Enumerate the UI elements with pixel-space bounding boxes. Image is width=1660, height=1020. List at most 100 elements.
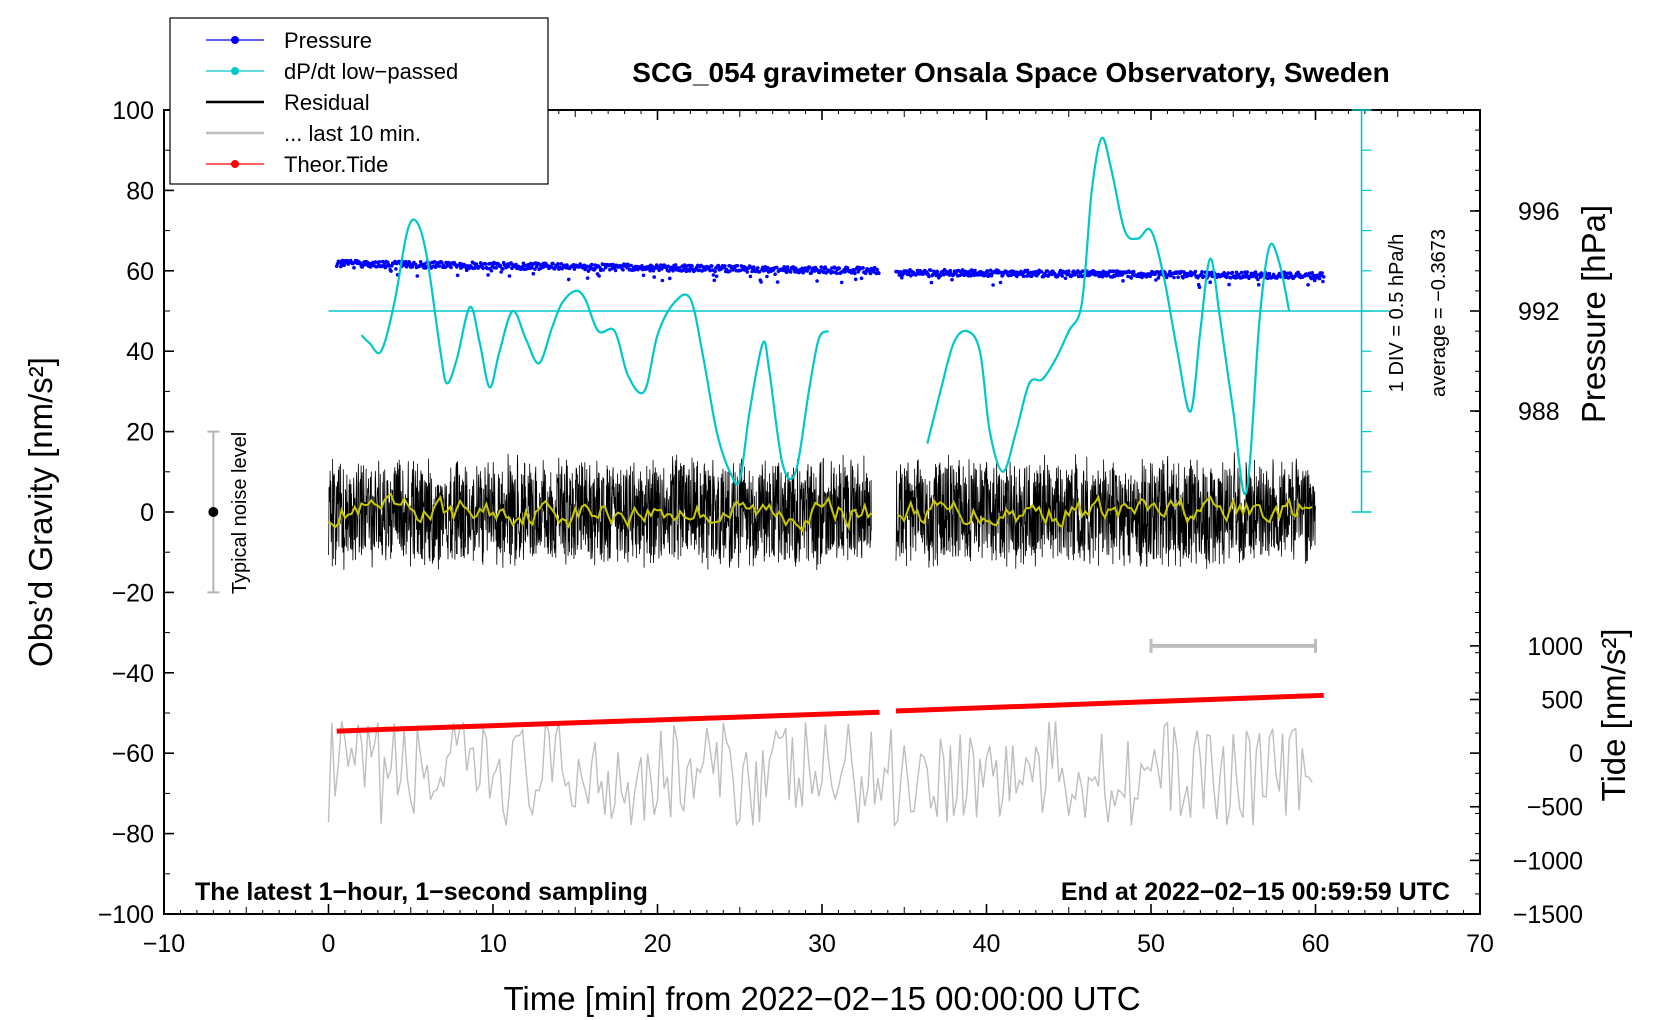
- x-tick-label: 50: [1137, 930, 1165, 958]
- pressure-point: [668, 276, 672, 281]
- x-axis: −10 0 10 20 30 40 50 60 70: [143, 110, 1494, 958]
- pressure-point: [531, 271, 536, 276]
- pressure-point: [1321, 279, 1325, 284]
- pressure-point: [474, 262, 479, 266]
- pressure-point: [1321, 275, 1326, 279]
- pressure-point: [973, 268, 977, 273]
- pressure-point: [619, 264, 624, 268]
- y-tick-label: 40: [126, 338, 154, 366]
- pressure-point: [1176, 275, 1180, 280]
- pressure-point: [1025, 274, 1029, 278]
- x-tick-label: 20: [644, 930, 672, 958]
- pressure-point: [673, 263, 678, 267]
- pressure-point: [845, 266, 850, 270]
- pressure-point: [613, 268, 618, 273]
- x-tick-label: −10: [143, 930, 185, 958]
- pressure-point: [1309, 276, 1314, 281]
- pressure-point: [1317, 276, 1322, 281]
- pressure-point: [1156, 276, 1161, 280]
- y-tick-label: 0: [140, 499, 154, 527]
- pressure-point: [589, 262, 594, 267]
- pressure-point: [800, 266, 805, 271]
- pressure-point: [723, 264, 727, 268]
- pressure-point: [566, 277, 571, 282]
- pressure-point: [542, 264, 546, 269]
- y-tick-label: −60: [112, 740, 154, 768]
- pressure-point: [640, 264, 644, 268]
- pressure-point: [499, 270, 504, 274]
- noise-center-dot: [208, 507, 219, 517]
- pressure-point: [948, 268, 953, 273]
- y-axis-title-tide: Tide [nm/s²]: [1595, 629, 1632, 802]
- pressure-point: [773, 272, 777, 277]
- pressure-point: [483, 262, 488, 266]
- tide-tick-label: −1500: [1513, 901, 1583, 929]
- pressure-point: [1193, 269, 1198, 274]
- pressure-tick-label: 996: [1518, 198, 1560, 226]
- pressure-point: [785, 265, 790, 269]
- average-text: average = −0.3673: [1428, 229, 1450, 397]
- tide-tick-label: 0: [1569, 740, 1583, 768]
- x-tick-label: 60: [1302, 930, 1330, 958]
- legend: Pressure dP/dt low−passed Residual ... last…: [169, 17, 549, 185]
- pressure-point: [1154, 278, 1158, 282]
- pressure-point: [1237, 272, 1241, 277]
- pressure-tick-label: 988: [1518, 398, 1560, 426]
- y-tick-label: 100: [112, 97, 154, 125]
- pressure-point: [823, 265, 828, 270]
- legend-label: ... last 10 min.: [284, 121, 421, 146]
- pressure-point: [735, 263, 740, 268]
- pressure-point: [713, 269, 717, 274]
- pressure-point: [551, 261, 555, 266]
- tide-line: [895, 692, 1324, 714]
- pressure-point: [437, 264, 442, 268]
- pressure-point: [342, 263, 346, 268]
- pressure-point: [966, 274, 971, 278]
- y-tick-label: 20: [126, 419, 154, 447]
- legend-label: Residual: [284, 90, 370, 115]
- pressure-point: [597, 274, 601, 278]
- legend-label: dP/dt low−passed: [284, 59, 458, 84]
- pressure-point: [748, 274, 753, 279]
- pressure-point: [652, 275, 656, 279]
- pressure-point: [985, 269, 990, 273]
- pressure-point: [415, 274, 420, 278]
- y-tick-label: 80: [126, 177, 154, 205]
- noise-label: Typical noise level: [229, 432, 251, 594]
- x-axis-title: Time [min] from 2022−02−15 00:00:00 UTC: [503, 980, 1140, 1017]
- pressure-point: [1234, 270, 1239, 275]
- pressure-point: [489, 268, 494, 273]
- pressure-point: [494, 266, 499, 270]
- pressure-point: [1063, 276, 1068, 281]
- pressure-point: [529, 266, 534, 270]
- pressure-point: [666, 264, 670, 269]
- pressure-point: [1172, 275, 1176, 280]
- pressure-point: [929, 280, 934, 285]
- pressure-point: [859, 276, 864, 281]
- pressure-point: [1227, 282, 1231, 287]
- pressure-point: [440, 261, 444, 265]
- noise-indicator: [207, 430, 220, 594]
- tide-tick-label: −1000: [1513, 847, 1583, 875]
- pressure-point: [875, 267, 879, 272]
- pressure-point: [831, 270, 836, 275]
- pressure-point: [1025, 268, 1030, 273]
- pressure-point: [1168, 269, 1172, 274]
- pressure-point: [339, 264, 343, 269]
- scale-bar-text: 1 DIV = 0.5 hPa/h: [1386, 234, 1408, 392]
- pressure-point: [559, 262, 564, 266]
- pressure-point: [572, 267, 577, 271]
- pressure-point: [690, 264, 694, 268]
- pressure-point: [815, 279, 819, 283]
- pressure-point: [1131, 269, 1136, 274]
- pressure-point: [565, 263, 569, 267]
- tide-axis: −1500 −1000 −500 0 500 1000: [1470, 633, 1583, 929]
- pressure-point: [1197, 285, 1202, 290]
- pressure-point: [928, 268, 933, 273]
- tide-tick-label: 500: [1541, 686, 1583, 714]
- pressure-point: [585, 276, 590, 280]
- pressure-point: [839, 280, 844, 285]
- tide-tick-label: 1000: [1527, 633, 1583, 661]
- pressure-point: [1200, 270, 1204, 274]
